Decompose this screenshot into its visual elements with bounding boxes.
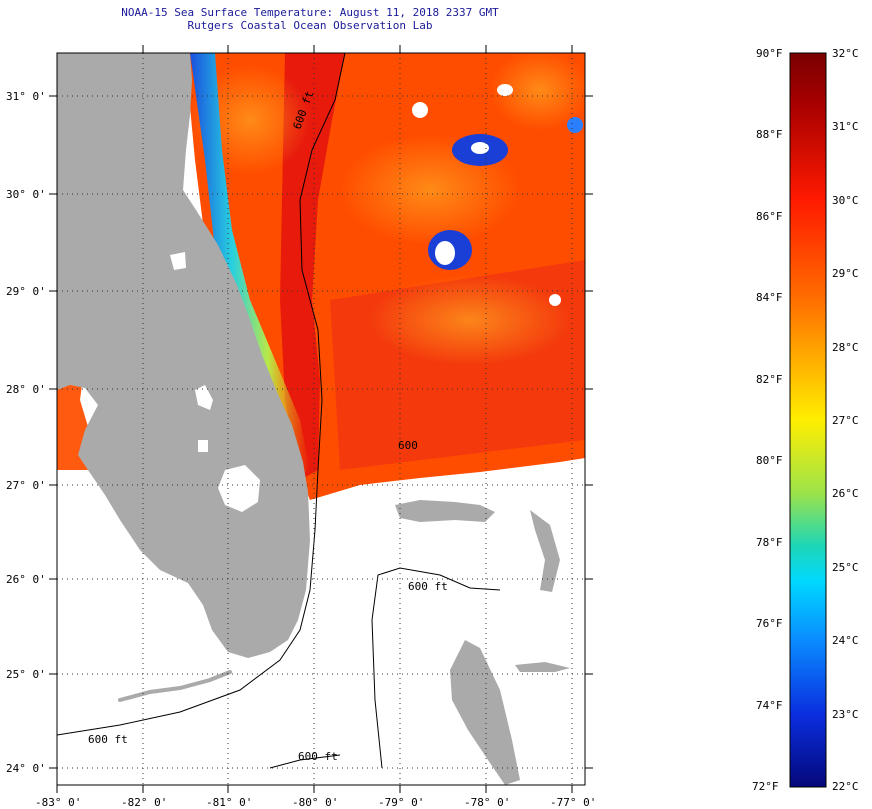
lat-tick-label: 29° 0' [6,285,46,298]
colorbar-c-label: 22°C [832,780,859,793]
colorbar-f-label: 76°F [756,617,783,630]
gulf-stream-hot [280,53,345,480]
lat-tick-label: 30° 0' [6,188,46,201]
colorbar-c-label: 30°C [832,194,859,207]
cloud-patch [471,142,489,154]
colorbar-f-label: 88°F [756,128,783,141]
bahamas-grand-bahama [395,500,495,522]
colorbar-f-label: 72°F [752,780,779,793]
bahamas-abaco [530,510,560,592]
colorbar-c-label: 29°C [832,267,859,280]
map-area [57,53,585,785]
colorbar-f-label: 90°F [756,47,783,60]
isobath-label: 600 ft [408,580,448,593]
map-title: NOAA-15 Sea Surface Temperature: August … [121,6,499,19]
cloud-patch [435,241,455,265]
colorbar [789,52,827,788]
colorbar-f-label: 82°F [756,373,783,386]
lon-tick-label: -81° 0' [206,796,252,809]
lat-labels: 31° 0' 30° 0' 29° 0' 28° 0' 27° 0' 26° 0… [6,90,46,775]
isobath-600ft-east [57,53,346,736]
lat-lon-grid [57,53,585,785]
colorbar-c-label: 26°C [832,487,859,500]
lon-tick-label: -78° 0' [464,796,510,809]
colorbar-f-label: 78°F [756,536,783,549]
colorbar-f-label: 74°F [756,699,783,712]
colorbar-c-label: 32°C [832,47,859,60]
bahamas-berry [515,662,570,672]
lon-tick-label: -77° 0' [550,796,596,809]
lat-tick-label: 31° 0' [6,90,46,103]
isobath-600ft-south [269,754,341,769]
map-subtitle: Rutgers Coastal Ocean Observation Lab [187,19,433,32]
lat-tick-label: 26° 0' [6,573,46,586]
isobath-label: 600 ft [88,733,128,746]
isobath-label: 600 ft [298,750,338,763]
lat-tick-label: 24° 0' [6,762,46,775]
lon-tick-label: -79° 0' [378,796,424,809]
colorbar-c-label: 24°C [832,634,859,647]
inland-lake [198,440,208,452]
lat-tick-label: 25° 0' [6,668,46,681]
lon-tick-label: -80° 0' [292,796,338,809]
lon-tick-label: -82° 0' [121,796,167,809]
colorbar-c-label: 28°C [832,341,859,354]
inland-lake [195,385,213,410]
map-frame [56,52,586,786]
colorbar-fahrenheit-labels: 90°F 88°F 86°F 84°F 82°F 80°F 78°F 76°F … [752,47,783,793]
cloud-patch [412,102,428,118]
lat-tick-label: 27° 0' [6,479,46,492]
colorbar-celsius-labels: 32°C 31°C 30°C 29°C 28°C 27°C 26°C 25°C … [832,47,859,793]
colorbar-c-label: 23°C [832,708,859,721]
florida-keys [118,670,232,702]
lon-labels: -83° 0' -82° 0' -81° 0' -80° 0' -79° 0' … [35,796,596,809]
bahamas-andros [450,640,520,785]
map-ticks [49,45,593,793]
sst-cold-eddy [567,117,583,133]
colorbar-f-label: 84°F [756,291,783,304]
colorbar-f-label: 86°F [756,210,783,223]
lat-tick-label: 28° 0' [6,383,46,396]
isobath-label: 600 [398,439,418,452]
colorbar-c-label: 25°C [832,561,859,574]
sst-warm-blob [370,275,570,365]
cloud-patch [549,294,561,306]
lon-tick-label: -83° 0' [35,796,81,809]
inland-lake [170,252,186,270]
isobath-600ft-bahamas [371,567,501,769]
colorbar-c-label: 31°C [832,120,859,133]
colorbar-c-label: 27°C [832,414,859,427]
sst-warm-blob [490,53,585,130]
lake-okeechobee [218,465,260,512]
sst-coastal-cool-band [190,53,310,475]
colorbar-f-label: 80°F [756,454,783,467]
cloud-patch [497,84,513,96]
